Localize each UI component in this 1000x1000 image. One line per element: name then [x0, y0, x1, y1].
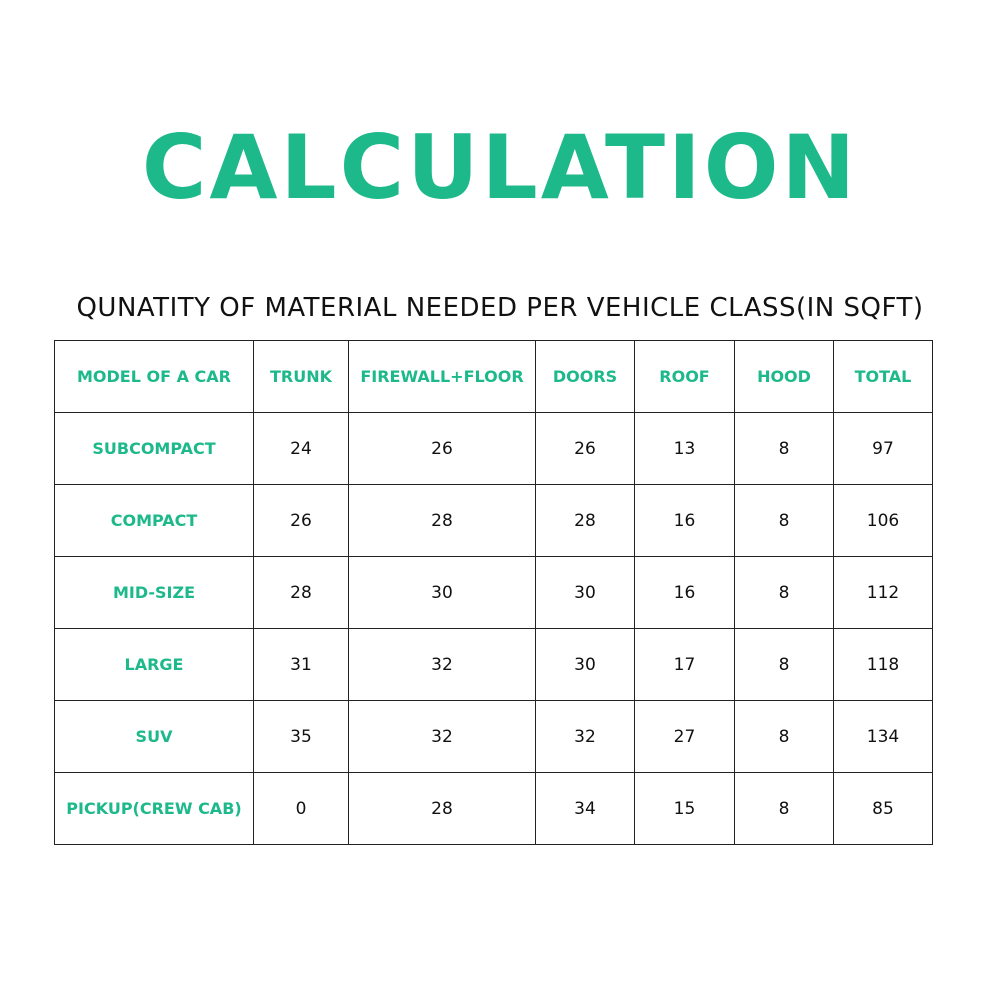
- table-cell: 97: [833, 412, 933, 485]
- table-cell: 27: [634, 700, 735, 773]
- table-cell: 8: [734, 772, 834, 845]
- table-cell: 35: [253, 700, 349, 773]
- table-row: PICKUP(CREW CAB) 0 28 34 15 8 85: [54, 772, 933, 845]
- table-cell: 16: [634, 556, 735, 629]
- table-cell: 8: [734, 484, 834, 557]
- row-header: LARGE: [54, 628, 254, 701]
- table-cell: 30: [535, 628, 635, 701]
- header-row: MODEL OF A CAR TRUNK FIREWALL+FLOOR DOORS RO…: [54, 340, 933, 413]
- table-cell: 8: [734, 628, 834, 701]
- table-cell: 34: [535, 772, 635, 845]
- row-header: COMPACT: [54, 484, 254, 557]
- column-header: FIREWALL+FLOOR: [348, 340, 536, 413]
- table-cell: 15: [634, 772, 735, 845]
- table-cell: 16: [634, 484, 735, 557]
- table-cell: 8: [734, 412, 834, 485]
- table-cell: 32: [348, 700, 536, 773]
- table-row: SUV 35 32 32 27 8 134: [54, 700, 933, 773]
- table-cell: 30: [348, 556, 536, 629]
- column-header: DOORS: [535, 340, 635, 413]
- column-header: HOOD: [734, 340, 834, 413]
- table-cell: 85: [833, 772, 933, 845]
- table-cell: 32: [535, 700, 635, 773]
- table-cell: 118: [833, 628, 933, 701]
- table-row: SUBCOMPACT 24 26 26 13 8 97: [54, 412, 933, 485]
- table-cell: 112: [833, 556, 933, 629]
- column-header: ROOF: [634, 340, 735, 413]
- row-header: SUV: [54, 700, 254, 773]
- table-row: COMPACT 26 28 28 16 8 106: [54, 484, 933, 557]
- table-cell: 26: [348, 412, 536, 485]
- table-cell: 28: [348, 484, 536, 557]
- page-title: CALCULATION: [141, 116, 859, 219]
- table-cell: 0: [253, 772, 349, 845]
- table-cell: 8: [734, 700, 834, 773]
- column-header: TOTAL: [833, 340, 933, 413]
- row-header: PICKUP(CREW CAB): [54, 772, 254, 845]
- table-cell: 26: [535, 412, 635, 485]
- table-row: MID-SIZE 28 30 30 16 8 112: [54, 556, 933, 629]
- table-cell: 134: [833, 700, 933, 773]
- column-header: TRUNK: [253, 340, 349, 413]
- table-cell: 26: [253, 484, 349, 557]
- row-header: SUBCOMPACT: [54, 412, 254, 485]
- table-cell: 24: [253, 412, 349, 485]
- table-cell: 13: [634, 412, 735, 485]
- table-cell: 17: [634, 628, 735, 701]
- table-cell: 106: [833, 484, 933, 557]
- table-cell: 32: [348, 628, 536, 701]
- table-cell: 31: [253, 628, 349, 701]
- row-header: MID-SIZE: [54, 556, 254, 629]
- table-cell: 28: [348, 772, 536, 845]
- material-table: MODEL OF A CAR TRUNK FIREWALL+FLOOR DOORS RO…: [54, 340, 933, 845]
- table-cell: 8: [734, 556, 834, 629]
- table-cell: 28: [253, 556, 349, 629]
- table-row: LARGE 31 32 30 17 8 118: [54, 628, 933, 701]
- column-header: MODEL OF A CAR: [54, 340, 254, 413]
- table-cell: 28: [535, 484, 635, 557]
- table-cell: 30: [535, 556, 635, 629]
- table-caption: QUNATITY OF MATERIAL NEEDED PER VEHICLE …: [76, 293, 924, 323]
